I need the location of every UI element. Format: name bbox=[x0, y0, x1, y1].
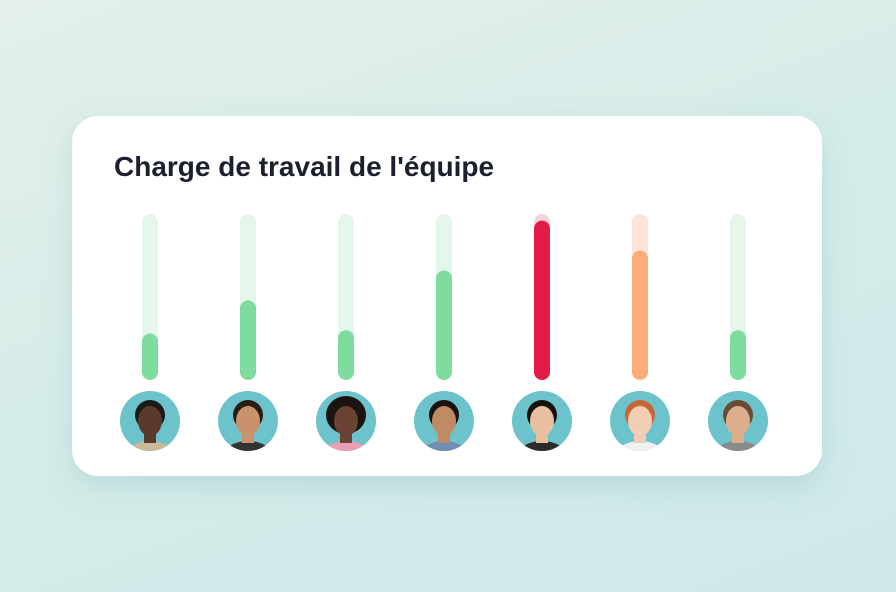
avatar bbox=[512, 391, 572, 451]
avatar-shirt bbox=[420, 441, 468, 451]
bar bbox=[534, 220, 550, 380]
avatar-shirt bbox=[322, 441, 370, 451]
avatar bbox=[218, 391, 278, 451]
avatar-face bbox=[432, 406, 456, 436]
avatar-shirt bbox=[616, 441, 664, 451]
bar bbox=[632, 250, 648, 380]
avatar bbox=[120, 391, 180, 451]
bar bbox=[730, 330, 746, 380]
avatar-shirt bbox=[518, 441, 566, 451]
bars bbox=[120, 214, 768, 451]
avatar-face bbox=[138, 406, 162, 436]
avatar-shirt bbox=[126, 441, 174, 451]
avatar-figure bbox=[322, 396, 370, 451]
avatar-face bbox=[334, 406, 358, 436]
bar bbox=[338, 330, 354, 380]
avatar bbox=[414, 391, 474, 451]
card-title: Charge de travail de l'équipe bbox=[114, 151, 494, 182]
avatar-face bbox=[628, 406, 652, 436]
avatar-shirt bbox=[714, 441, 762, 451]
bar bbox=[240, 300, 256, 380]
avatar-figure bbox=[224, 400, 272, 451]
avatar-figure bbox=[420, 400, 468, 451]
avatar-face bbox=[530, 406, 554, 436]
avatar bbox=[610, 391, 670, 451]
avatar-face bbox=[726, 406, 750, 436]
avatar bbox=[316, 391, 376, 451]
bar bbox=[436, 270, 452, 380]
avatar-figure bbox=[714, 400, 762, 451]
avatar-shirt bbox=[224, 441, 272, 451]
avatar-figure bbox=[126, 400, 174, 451]
avatar-figure bbox=[518, 400, 566, 451]
avatar bbox=[708, 391, 768, 451]
avatar-face bbox=[236, 406, 260, 436]
bar bbox=[142, 333, 158, 380]
avatar-figure bbox=[616, 400, 664, 451]
